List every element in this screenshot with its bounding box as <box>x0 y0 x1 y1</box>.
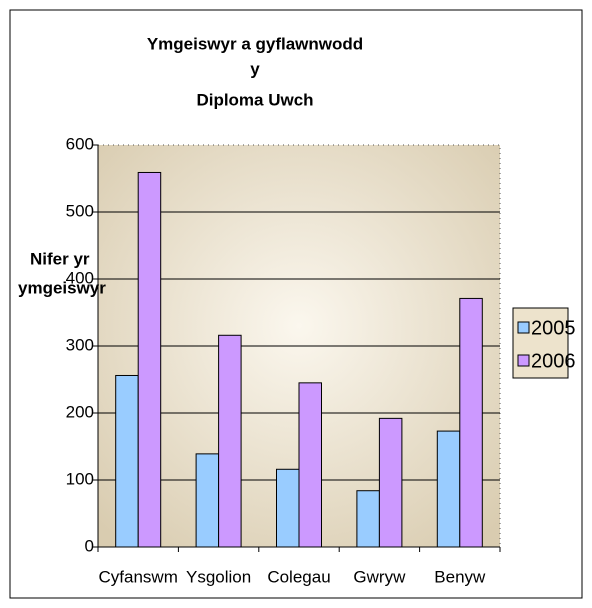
bar <box>195 453 220 548</box>
y-tick-label: 100 <box>66 469 94 488</box>
bar <box>218 334 242 548</box>
y-tick-label: 200 <box>66 402 94 421</box>
legend-swatch <box>517 321 530 334</box>
bar <box>298 382 322 548</box>
y-tick-label: 400 <box>66 268 94 287</box>
bar <box>436 430 461 548</box>
y-tick-label: 600 <box>66 134 94 153</box>
chart-title: Ymgeiswyr a gyflawnwodd <box>147 34 363 53</box>
legend-swatch <box>517 354 530 367</box>
y-axis-label: ymgeiswyr <box>18 278 106 297</box>
bar <box>356 490 380 548</box>
x-tick-label: Ysgolion <box>186 567 251 586</box>
chart-title: y <box>250 59 260 78</box>
x-tick-label: Cyfanswm <box>99 567 178 586</box>
legend-label: 2005 <box>531 317 576 339</box>
bar <box>459 297 483 548</box>
chart-title: Diploma Uwch <box>196 90 313 109</box>
x-tick-label: Colegau <box>267 567 330 586</box>
y-tick-label: 500 <box>66 201 94 220</box>
y-axis-label: Nifer yr <box>30 249 90 268</box>
bar <box>276 468 300 548</box>
bar <box>137 171 162 548</box>
y-tick-label: 0 <box>85 536 94 555</box>
x-tick-label: Gwryw <box>353 567 406 586</box>
bar <box>115 374 139 548</box>
legend-label: 2006 <box>531 350 576 372</box>
y-tick-label: 300 <box>66 335 94 354</box>
legend-box <box>512 307 569 379</box>
x-tick-label: Benyw <box>434 567 486 586</box>
bar <box>378 417 403 548</box>
